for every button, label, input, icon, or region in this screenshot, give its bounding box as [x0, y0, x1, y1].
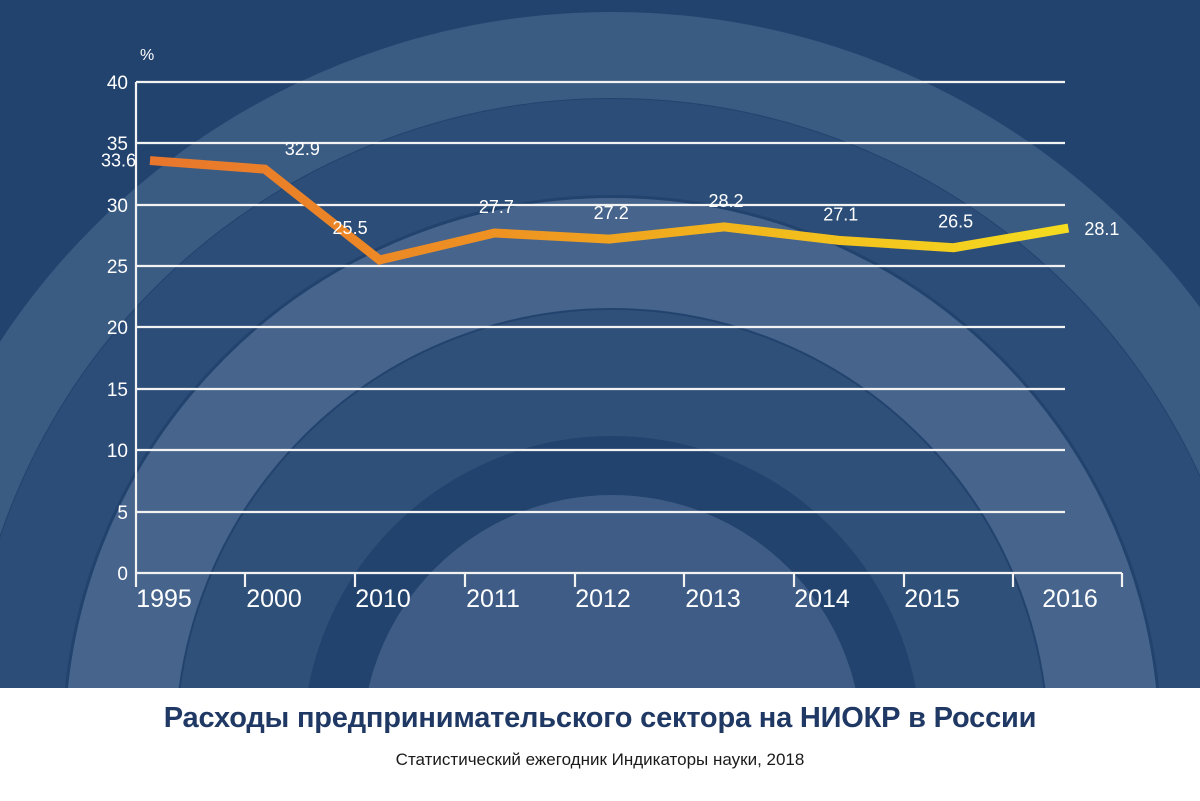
- data-point-label-2010: 25.5: [333, 218, 368, 238]
- chart-title: Расходы предпринимательского сектора на …: [163, 702, 1037, 734]
- y-axis-gridlines: [136, 80, 1065, 514]
- data-point-label-2014: 27.1: [823, 204, 858, 224]
- y-axis-tick-labels: 40 35 30 25 20 15 10 5 0: [107, 73, 128, 585]
- y-tick-label-20: 20: [107, 318, 128, 339]
- data-point-label-2000: 32.9: [285, 139, 320, 159]
- y-tick-label-35: 35: [107, 134, 128, 155]
- data-point-label-2012: 27.2: [594, 203, 629, 223]
- y-tick-label-5: 5: [117, 503, 128, 524]
- data-point-labels: 33.6 32.9 25.5 27.7 27.2 28.2 27.1 26.5 28.1: [101, 139, 1119, 239]
- x-tick-label-2013: 2013: [685, 585, 741, 613]
- y-tick-label-30: 30: [107, 196, 128, 217]
- y-tick-label-25: 25: [107, 257, 128, 278]
- chart-plot-panel: 40 35 30 25 20 15 10 5 0 % 1995 2000 201…: [0, 0, 1200, 688]
- arc-band-third: [68, 198, 1156, 688]
- arc-band-outer: [0, 12, 1200, 536]
- x-axis-tick-labels: 1995 2000 2010 2011 2012 2013 2014 2015 …: [136, 585, 1098, 613]
- x-tick-label-2016: 2016: [1042, 585, 1098, 613]
- x-tick-label-2015: 2015: [904, 585, 960, 613]
- arc-core: [368, 495, 856, 688]
- y-tick-label-40: 40: [107, 73, 128, 94]
- data-series-line: [149, 156, 1070, 265]
- x-tick-label-1995: 1995: [136, 585, 192, 613]
- data-point-label-2016: 28.1: [1084, 219, 1119, 239]
- line-chart-svg: 40 35 30 25 20 15 10 5 0 % 1995 2000 201…: [0, 12, 1200, 688]
- y-tick-label-10: 10: [107, 441, 128, 462]
- y-tick-label-15: 15: [107, 380, 128, 401]
- arc-band-second: [0, 99, 1200, 688]
- data-point-label-2015: 26.5: [938, 212, 973, 232]
- x-tick-label-2011: 2011: [466, 585, 520, 613]
- x-tick-label-2010: 2010: [355, 585, 411, 613]
- axis-lines: [134, 82, 1122, 575]
- arc-band-fourth: [180, 310, 1044, 688]
- y-tick-label-0: 0: [117, 564, 128, 585]
- x-tick-label-2014: 2014: [794, 585, 850, 613]
- data-point-label-1995: 33.6: [101, 151, 136, 171]
- y-axis-unit-label: %: [140, 47, 154, 64]
- data-point-label-2011: 27.7: [479, 197, 514, 217]
- x-axis-tickmarks: [134, 573, 1124, 587]
- x-tick-label-2000: 2000: [246, 585, 302, 613]
- chart-source-subtitle: Статистический ежегодник Индикаторы наук…: [395, 750, 805, 769]
- x-tick-label-2012: 2012: [575, 585, 631, 613]
- data-point-label-2013: 28.2: [708, 191, 743, 211]
- caption-area: Расходы предпринимательского сектора на …: [0, 688, 1200, 801]
